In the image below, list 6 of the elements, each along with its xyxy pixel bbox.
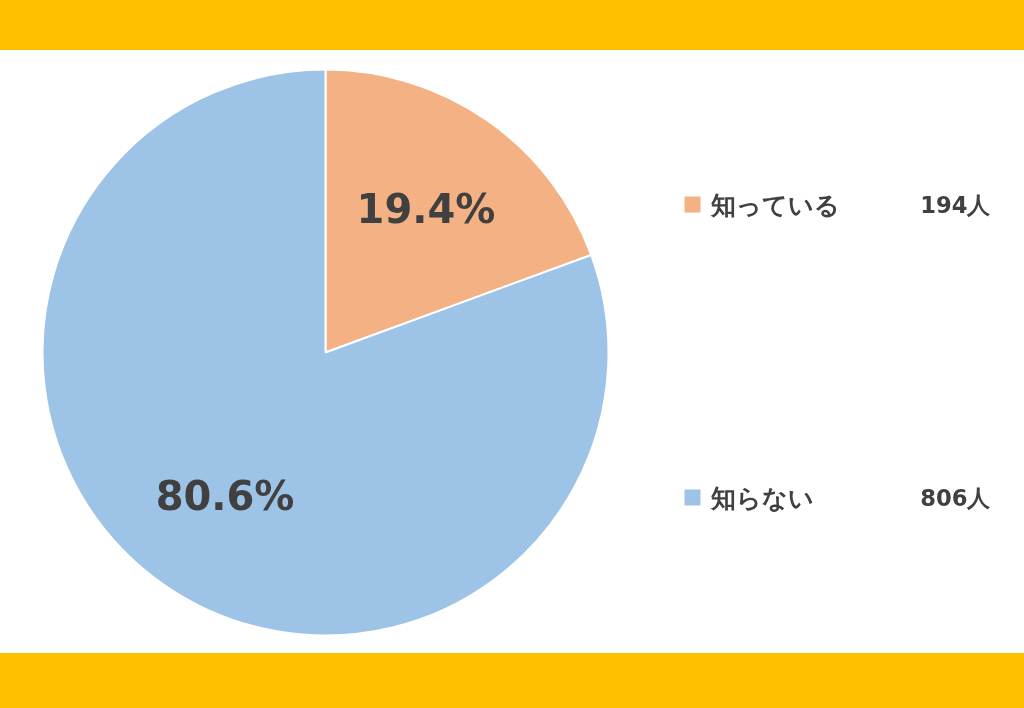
legend-label: 知らない: [709, 482, 814, 513]
data-label: 80.6%: [155, 473, 295, 520]
text: 194人: [920, 191, 992, 218]
legend-label: 知っている: [709, 189, 840, 220]
text: 806人: [920, 484, 992, 511]
data-label: 19.4%: [356, 185, 496, 232]
